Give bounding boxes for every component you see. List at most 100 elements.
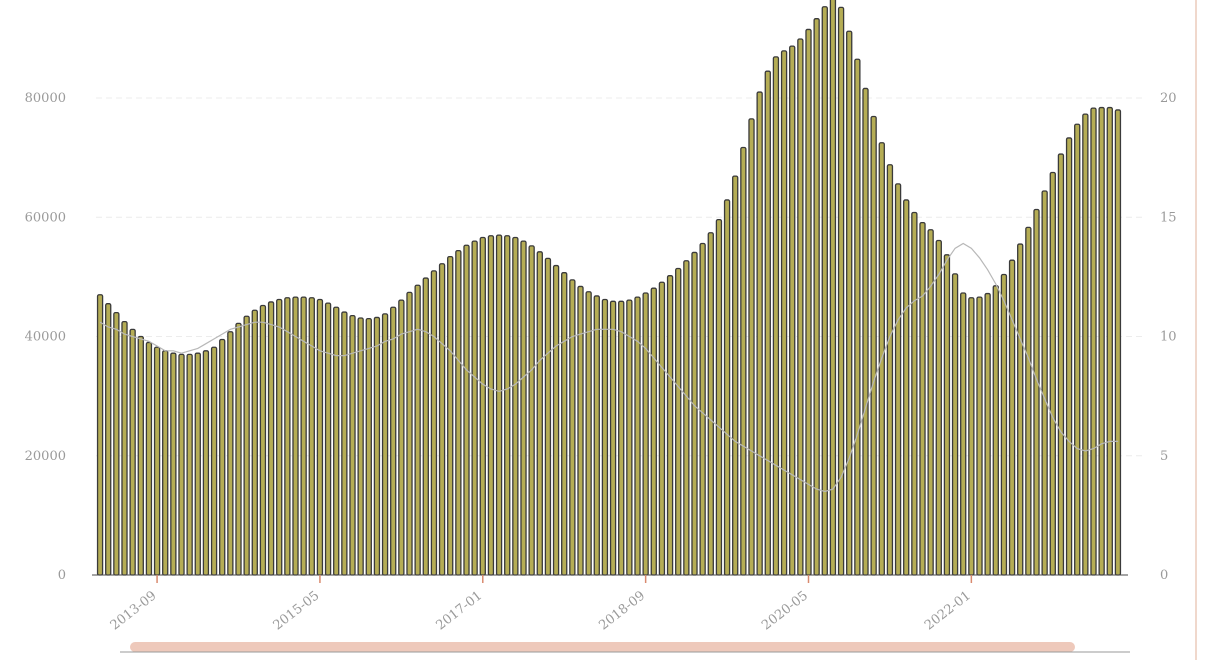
bar bbox=[723, 199, 731, 576]
y-tick-label-left: 40000 bbox=[25, 330, 66, 345]
bar bbox=[153, 346, 161, 576]
bar bbox=[1074, 123, 1081, 576]
bar bbox=[349, 314, 356, 576]
bar bbox=[707, 232, 714, 576]
bar bbox=[1098, 106, 1105, 576]
bar bbox=[227, 331, 234, 576]
bar bbox=[528, 245, 535, 576]
bar bbox=[504, 235, 511, 576]
bar bbox=[780, 50, 788, 576]
bar bbox=[919, 221, 926, 576]
bar bbox=[976, 296, 983, 576]
bar bbox=[1065, 137, 1073, 576]
zoom-slider[interactable] bbox=[120, 642, 1130, 653]
bar bbox=[267, 301, 275, 576]
bar bbox=[854, 58, 861, 576]
bar bbox=[243, 315, 250, 576]
bar bbox=[113, 311, 120, 576]
bar bbox=[658, 281, 666, 576]
bar bbox=[259, 304, 267, 576]
bar bbox=[341, 311, 348, 576]
bar bbox=[992, 285, 999, 576]
bar bbox=[577, 285, 584, 576]
bar bbox=[121, 320, 128, 576]
bar bbox=[381, 313, 389, 576]
bar bbox=[764, 70, 771, 576]
x-tick-label: 2013-09 bbox=[108, 588, 160, 633]
bar bbox=[1041, 190, 1048, 576]
bar bbox=[365, 317, 372, 576]
bar bbox=[585, 291, 592, 576]
bar bbox=[951, 273, 959, 576]
x-tick-label: 2022-01 bbox=[922, 588, 974, 633]
bar bbox=[552, 264, 560, 576]
series-line bbox=[99, 242, 1118, 493]
bar bbox=[650, 287, 657, 576]
bar bbox=[210, 346, 218, 576]
bar bbox=[438, 263, 446, 576]
bar bbox=[414, 284, 421, 576]
bar bbox=[862, 87, 869, 576]
bar bbox=[292, 296, 299, 576]
bar bbox=[561, 272, 568, 576]
bar bbox=[935, 239, 942, 576]
bar bbox=[447, 255, 454, 576]
bar bbox=[642, 292, 649, 576]
bar bbox=[1082, 113, 1089, 576]
bar bbox=[960, 292, 967, 576]
bar bbox=[1090, 107, 1097, 576]
bar bbox=[235, 322, 242, 576]
bar bbox=[316, 298, 324, 576]
bar bbox=[886, 164, 894, 576]
bar bbox=[666, 275, 674, 576]
bar bbox=[495, 234, 503, 576]
bar bbox=[276, 298, 283, 576]
bar bbox=[406, 291, 413, 576]
bar bbox=[927, 229, 934, 576]
bar bbox=[1114, 109, 1122, 576]
bar bbox=[373, 316, 381, 576]
bar bbox=[813, 18, 820, 576]
bar bbox=[699, 242, 706, 576]
bar bbox=[1000, 273, 1008, 576]
bar bbox=[943, 254, 951, 576]
bar bbox=[194, 352, 201, 576]
y-tick-label-right: 15 bbox=[1160, 210, 1177, 225]
bar-series bbox=[96, 0, 1122, 576]
bar bbox=[96, 294, 104, 576]
bar bbox=[536, 251, 543, 576]
bar bbox=[1049, 171, 1056, 576]
bar bbox=[390, 306, 397, 576]
line-series bbox=[99, 242, 1118, 493]
bar bbox=[170, 352, 177, 576]
y-tick-label-left: 0 bbox=[58, 568, 66, 583]
y-tick-label-right: 20 bbox=[1160, 91, 1177, 106]
bar bbox=[186, 353, 193, 576]
bar bbox=[601, 298, 609, 576]
bar bbox=[618, 300, 625, 576]
bar bbox=[740, 146, 747, 576]
bar bbox=[691, 251, 698, 576]
bar bbox=[471, 240, 478, 576]
bar bbox=[178, 353, 185, 576]
bar bbox=[715, 218, 723, 576]
bar bbox=[324, 302, 332, 576]
bar bbox=[748, 118, 755, 576]
bar bbox=[732, 175, 739, 576]
bar bbox=[333, 306, 340, 576]
bar bbox=[846, 30, 853, 576]
bar bbox=[145, 341, 153, 576]
bar bbox=[512, 236, 519, 576]
bar bbox=[837, 6, 845, 576]
bar bbox=[626, 299, 633, 576]
bar bbox=[968, 297, 975, 576]
bar bbox=[789, 45, 796, 576]
y-tick-label-right: 0 bbox=[1160, 568, 1168, 583]
y-tick-label-right: 5 bbox=[1160, 449, 1168, 464]
bar bbox=[479, 236, 486, 576]
x-tick-label: 2017-01 bbox=[433, 588, 485, 633]
bar bbox=[870, 115, 877, 576]
bar bbox=[357, 317, 364, 576]
bar bbox=[202, 350, 210, 576]
